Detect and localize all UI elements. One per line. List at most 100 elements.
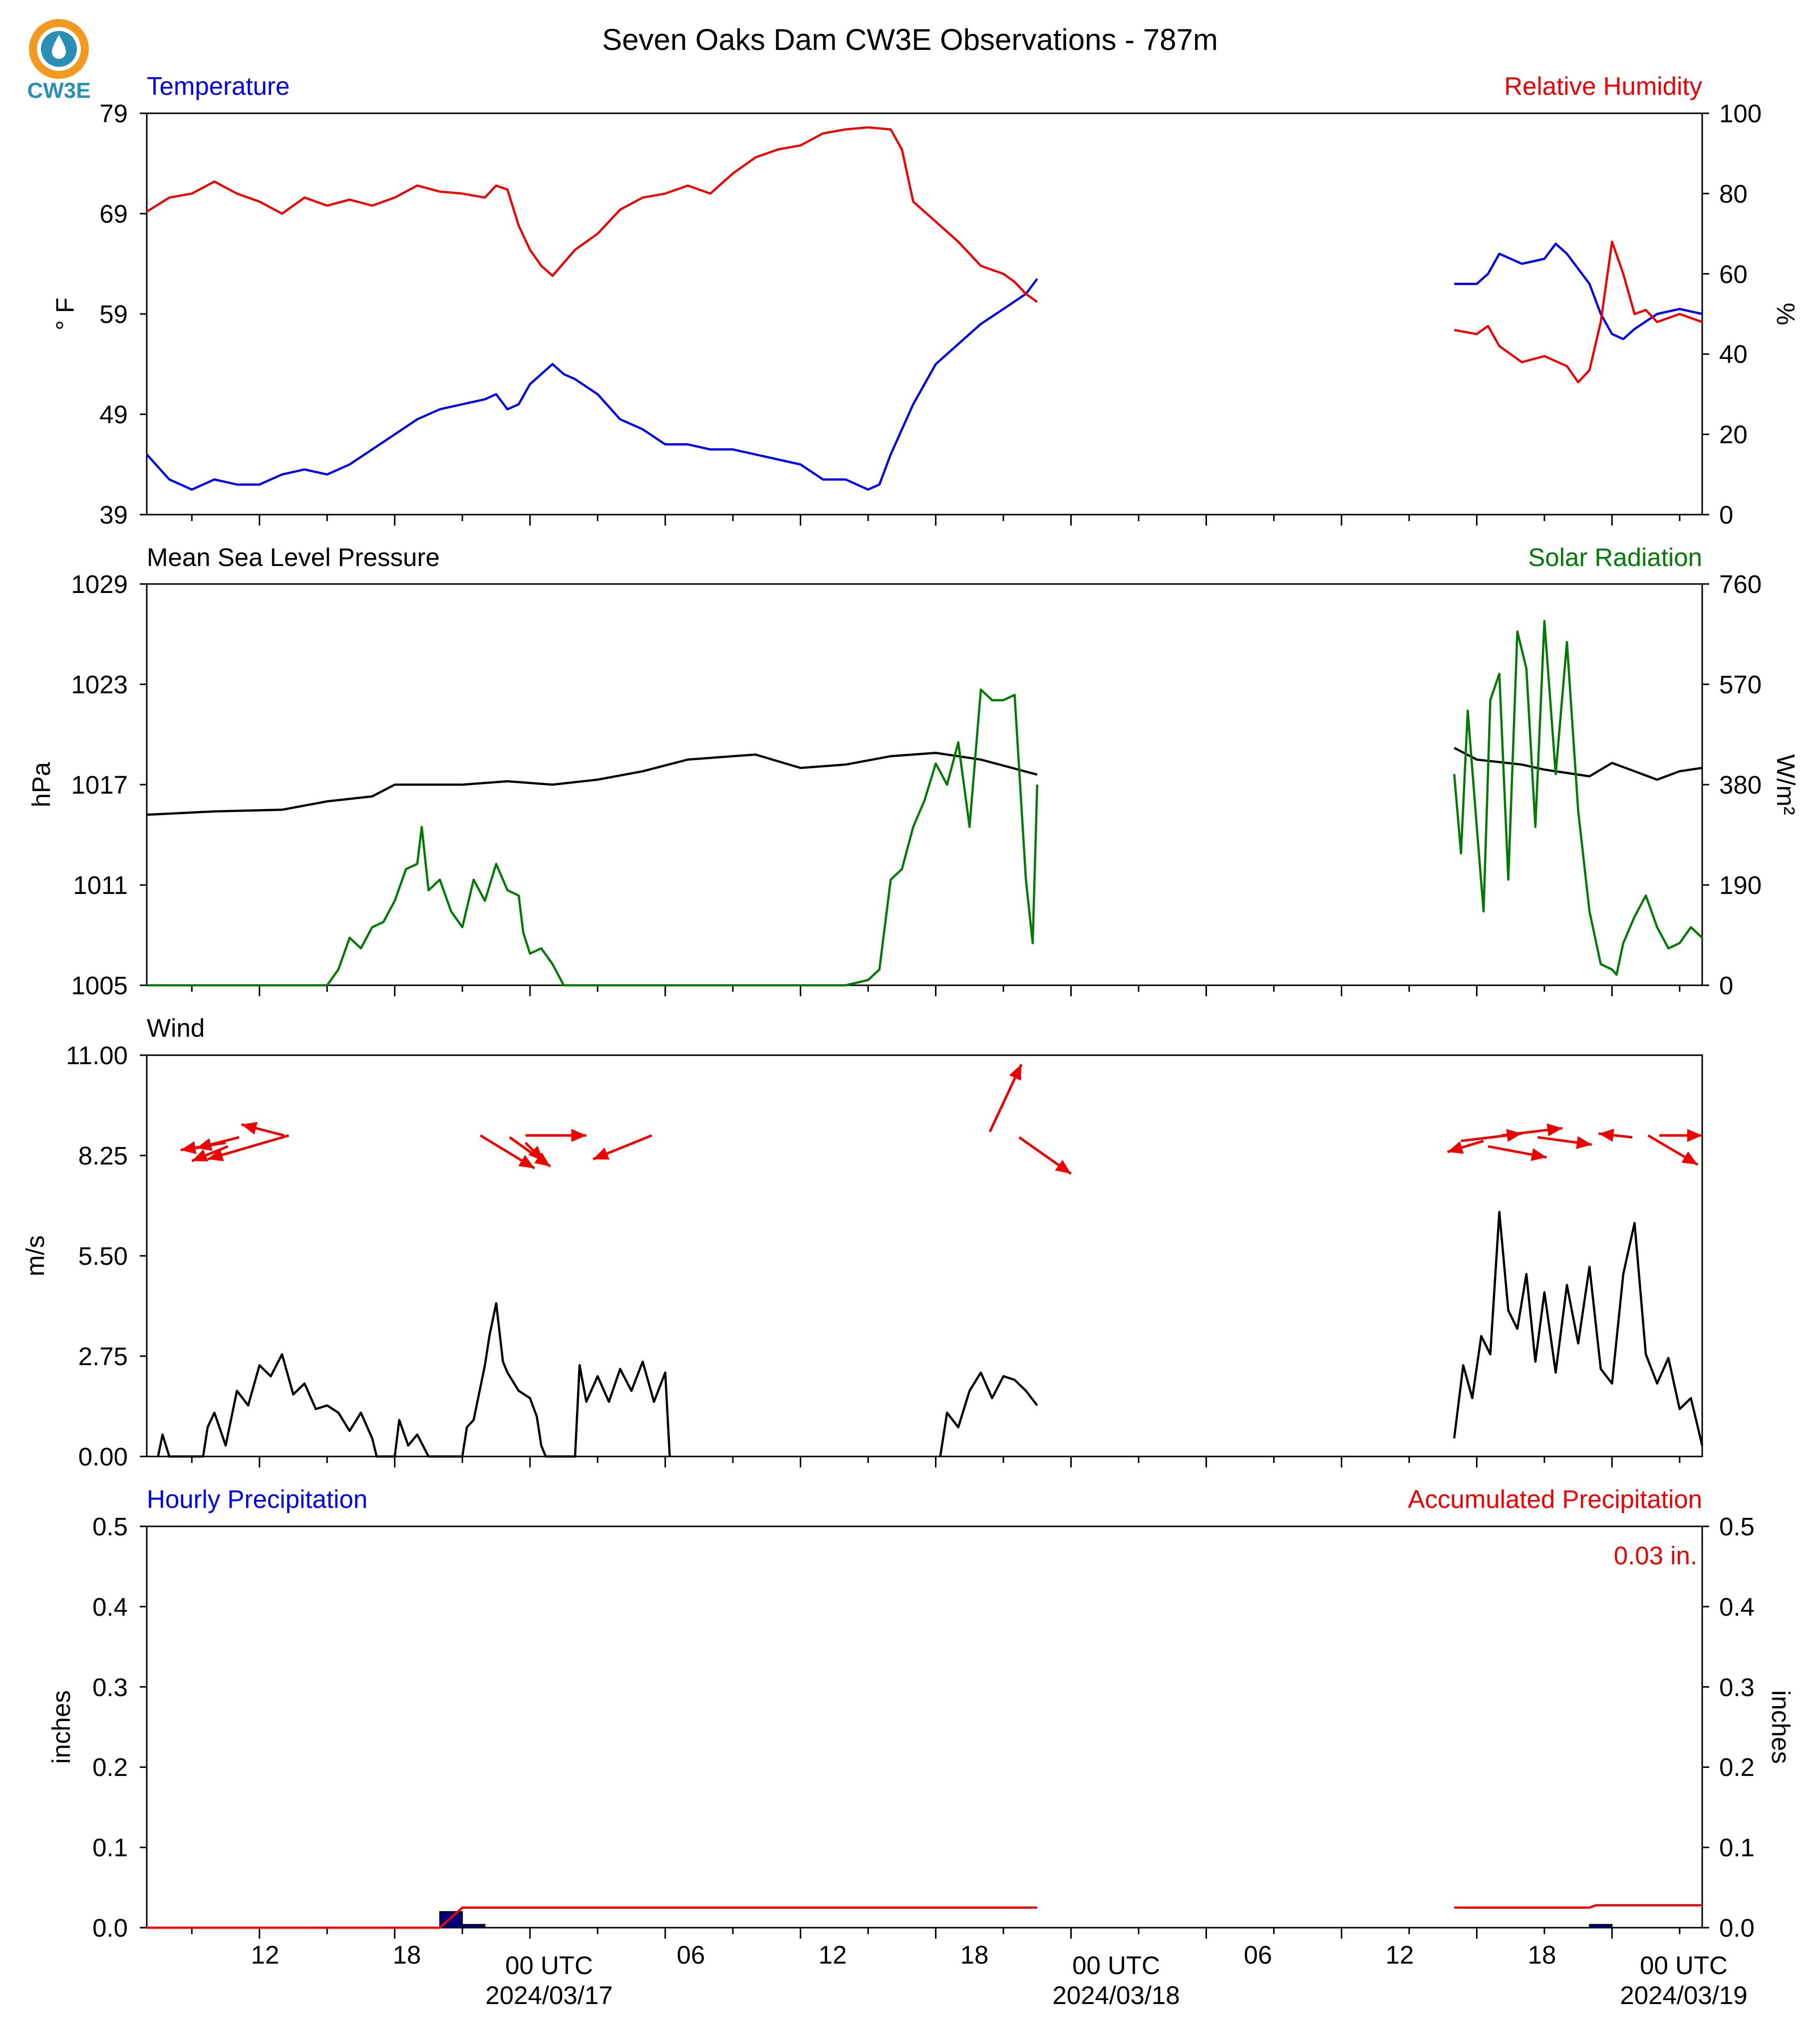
- wind-arrow-head: [207, 1149, 224, 1161]
- x-tick-label: 06: [1244, 1941, 1272, 1969]
- y-ticks-right: 0 190 380 570 760: [1719, 570, 1762, 1000]
- wind-arrow: [191, 1145, 229, 1162]
- tick-label: 0.3: [1719, 1673, 1755, 1702]
- tick-label: 0.1: [92, 1833, 128, 1862]
- tick-label: 0.3: [92, 1673, 128, 1702]
- tick-label: 0.2: [1719, 1753, 1755, 1781]
- tick-label: 0.5: [92, 1512, 128, 1541]
- wind-arrow: [1598, 1129, 1633, 1142]
- cw3e-logo: CW3E: [27, 19, 91, 103]
- pressure-label: Mean Sea Level Pressure: [147, 543, 440, 572]
- mean-sea-level-pressure-line: [1454, 747, 1703, 781]
- tick-label: 380: [1719, 771, 1762, 799]
- tick-label: 0.00: [78, 1443, 128, 1471]
- wind-arrow: [180, 1141, 226, 1155]
- wind-arrow-head: [571, 1129, 587, 1142]
- panel-pressure-solar: Mean Sea Level Pressure Solar Radiation …: [27, 543, 1800, 1000]
- wind-arrow-head: [1681, 1151, 1698, 1165]
- x-tick-label: 12: [251, 1941, 280, 1969]
- humidity-label: Relative Humidity: [1504, 72, 1702, 100]
- accumulated-precipitation-line: [1454, 1904, 1702, 1909]
- tick-label: 760: [1719, 570, 1762, 598]
- series-marks: [140, 112, 1709, 526]
- y-ticks-right: 0.0 0.1 0.2 0.3 0.4 0.5: [1719, 1512, 1755, 1942]
- tick-label: 0.0: [92, 1914, 128, 1942]
- tick-label: 0.1: [1719, 1833, 1755, 1862]
- y-axis-label-left: hPa: [27, 762, 55, 807]
- hourly-precip-bar: [1589, 1924, 1613, 1929]
- tick-label: 1005: [71, 971, 128, 1000]
- x-tick-label: 18: [960, 1941, 989, 1969]
- wind-arrow-head: [241, 1122, 258, 1135]
- relative-humidity-line: [1454, 241, 1703, 383]
- wind-line: [157, 1302, 671, 1458]
- tick-label: 2.75: [78, 1342, 128, 1371]
- hourly-precip-bar: [462, 1924, 486, 1929]
- x-tick-label: 12: [819, 1941, 847, 1969]
- date-label: 2024/03/18: [1052, 1981, 1180, 2010]
- tick-label: 0: [1719, 501, 1733, 529]
- y-ticks-left: 39 49 59 69 79: [99, 99, 128, 529]
- y-ticks-right: 0 20 40 60 80 100: [1719, 99, 1762, 529]
- wind-arrow-head: [1546, 1123, 1563, 1137]
- series-marks: [140, 583, 1709, 996]
- temperature-label: Temperature: [147, 72, 290, 100]
- y-axis-label-right: W/m²: [1772, 754, 1800, 815]
- y-ticks-left: 0.0 0.1 0.2 0.3 0.4 0.5: [92, 1512, 128, 1942]
- tick-label: 1023: [71, 670, 128, 699]
- solar-radiation-line: [1453, 619, 1703, 976]
- tick-label: 60: [1719, 260, 1748, 289]
- panel-precipitation: Hourly Precipitation Accumulated Precipi…: [47, 1485, 1795, 1942]
- wind-arrow: [988, 1064, 1023, 1133]
- temperature-line: [1454, 243, 1703, 340]
- wind-arrow-head: [1447, 1141, 1464, 1154]
- tick-label: 5.50: [78, 1242, 128, 1270]
- x-tick-label: 06: [677, 1941, 705, 1969]
- tick-label: 11.00: [66, 1041, 128, 1070]
- tick-label: 1029: [71, 570, 128, 598]
- tick-label: 8.25: [78, 1142, 128, 1170]
- x-tick-label: 18: [1528, 1941, 1556, 1969]
- wind-arrow: [1537, 1136, 1592, 1149]
- tick-label: 0.4: [1719, 1593, 1755, 1621]
- tick-label: 20: [1719, 420, 1748, 449]
- wind-arrow: [480, 1134, 536, 1169]
- logo-text: CW3E: [27, 78, 90, 103]
- x-tick-label: 00 UTC: [1072, 1951, 1160, 1980]
- hourly-precip-label: Hourly Precipitation: [147, 1485, 367, 1513]
- y-axis-label-left: m/s: [21, 1235, 49, 1276]
- y-axis-label-right: inches: [1767, 1690, 1795, 1763]
- tick-label: 49: [99, 400, 128, 429]
- wind-arrow: [1501, 1123, 1563, 1137]
- accum-precip-label: Accumulated Precipitation: [1408, 1485, 1702, 1513]
- wind-arrow-head: [1576, 1136, 1592, 1149]
- y-ticks-left: 0.00 2.75 5.50 8.25 11.00: [66, 1041, 128, 1471]
- tick-label: 1011: [73, 871, 128, 899]
- wind-label: Wind: [147, 1014, 205, 1042]
- wind-arrow-head: [518, 1155, 535, 1168]
- solar-radiation-line: [147, 688, 1039, 987]
- tick-label: 1017: [71, 771, 128, 799]
- temperature-line: [146, 278, 1038, 491]
- x-tick-label: 00 UTC: [505, 1951, 593, 1980]
- accumulated-precipitation-line: [147, 1906, 1037, 1929]
- tick-label: 0.0: [1719, 1914, 1755, 1942]
- wind-arrow: [241, 1122, 285, 1137]
- tick-label: 69: [99, 200, 128, 228]
- y-axis-label-left: ° F: [51, 297, 79, 330]
- tick-label: 79: [99, 99, 128, 128]
- wind-arrow: [1659, 1129, 1702, 1142]
- relative-humidity-line: [146, 126, 1038, 303]
- wind-arrow-head: [180, 1141, 197, 1155]
- panel-frame: [146, 1525, 1703, 1929]
- tick-label: 80: [1719, 180, 1748, 208]
- x-tick-label: 00 UTC: [1640, 1951, 1728, 1980]
- wind-arrow: [1018, 1136, 1072, 1175]
- wind-arrow-head: [1506, 1129, 1522, 1142]
- wind-arrow: [207, 1134, 290, 1161]
- tick-label: 0.5: [1719, 1512, 1755, 1541]
- wind-arrow-head: [1598, 1129, 1614, 1142]
- wind-arrow: [593, 1134, 652, 1160]
